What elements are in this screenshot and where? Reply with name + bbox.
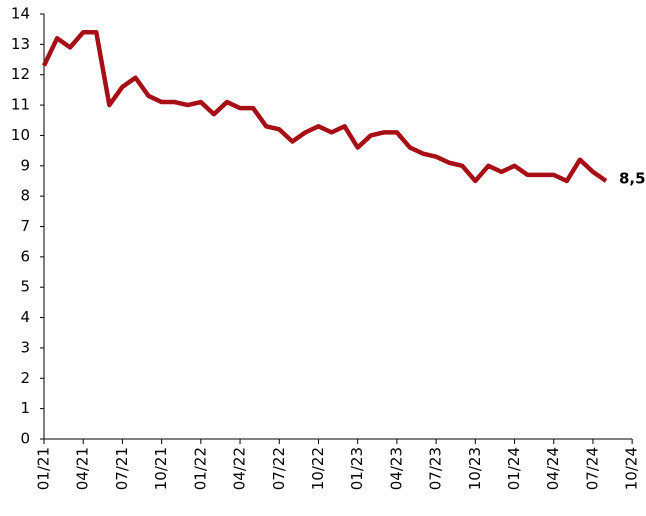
x-tick-label: 10/24 — [623, 447, 641, 490]
y-tick-label: 9 — [20, 156, 30, 174]
y-tick-label: 5 — [20, 278, 30, 296]
line-series — [41, 29, 608, 184]
x-tick-label: 04/22 — [231, 447, 249, 490]
x-tick-label: 07/23 — [427, 447, 445, 490]
y-tick-label: 10 — [11, 126, 30, 144]
y-tick-label: 7 — [20, 217, 30, 235]
x-tick-label: 01/24 — [505, 447, 523, 490]
x-tick-label: 10/23 — [466, 447, 484, 490]
x-tick-label: 10/22 — [309, 447, 327, 490]
x-tick-label: 07/22 — [270, 447, 288, 490]
y-tick-label: 0 — [20, 430, 30, 448]
y-tick-label: 4 — [20, 308, 30, 326]
x-tick-label: 07/24 — [583, 447, 601, 490]
y-tick-label: 3 — [20, 338, 30, 356]
x-tick-label: 01/22 — [191, 447, 209, 490]
y-tick-label: 2 — [20, 369, 30, 387]
value-label: 8,5 — [619, 169, 646, 187]
y-tick-label: 14 — [11, 5, 30, 23]
x-tick-label: 10/21 — [152, 447, 170, 490]
x-tick-label: 04/21 — [74, 447, 92, 490]
y-tick-label: 11 — [11, 96, 30, 114]
y-tick-label: 1 — [20, 399, 30, 417]
x-tick-label: 01/21 — [35, 447, 53, 490]
y-tick-label: 8 — [20, 187, 30, 205]
y-tick-label: 13 — [11, 35, 30, 53]
y-tick-label: 12 — [11, 65, 30, 83]
x-tick-label: 04/23 — [387, 447, 405, 490]
x-tick-label: 01/23 — [348, 447, 366, 490]
x-tick-label: 04/24 — [544, 447, 562, 490]
x-tick-label: 07/21 — [113, 447, 131, 490]
y-tick-label: 6 — [20, 247, 30, 265]
